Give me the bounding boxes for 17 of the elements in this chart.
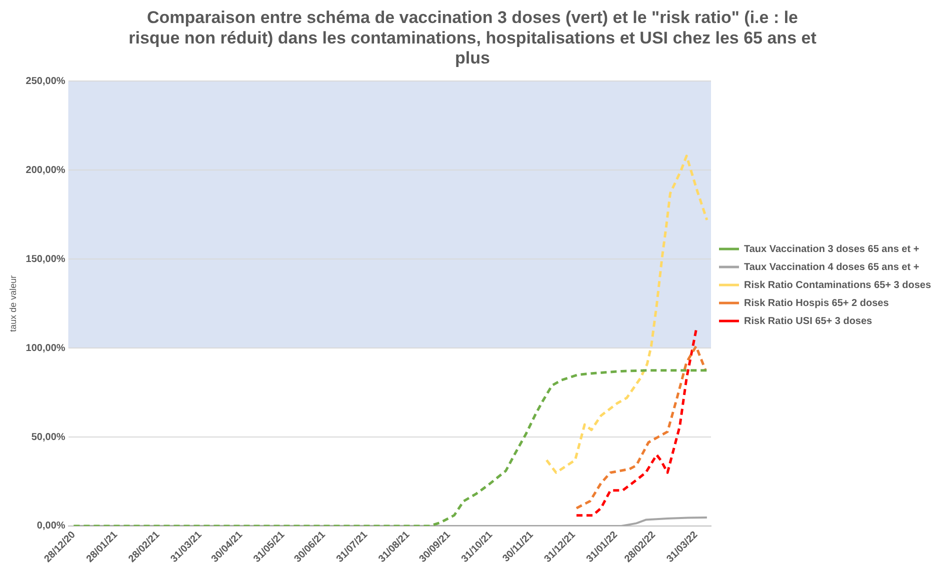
y-tick-label: 50,00% <box>31 432 66 443</box>
y-tick-label: 0,00% <box>36 520 66 532</box>
y-tick-label: 150,00% <box>26 254 66 265</box>
legend-label: Taux Vaccination 4 doses 65 ans et + <box>744 262 920 273</box>
line-series <box>72 369 708 526</box>
legend-label: Taux Vaccination 3 doses 65 ans et + <box>744 244 920 255</box>
y-tick-label: 250,00% <box>26 76 66 87</box>
legend-label: Risk Ratio USI 65+ 3 doses <box>744 316 873 327</box>
y-axis-title: taux de valeur <box>8 275 18 332</box>
y-tick-label: 200,00% <box>26 164 66 176</box>
y-tick-label: 100,00% <box>26 342 66 354</box>
line-series <box>575 345 707 510</box>
line-series <box>545 154 708 474</box>
legend-label: Risk Ratio Contaminations 65+ 3 doses <box>744 280 932 291</box>
legend-label: Risk Ratio Hospis 65+ 2 doses <box>744 298 890 309</box>
line-series <box>575 329 698 517</box>
chart-title: Comparaison entre schéma de vaccination 3 doses (vert) et le "risk ratio" (i.e : le risque non réduit) dans les contaminations, hospitalisations et USI chez les 65 ans et plus <box>128 8 817 68</box>
